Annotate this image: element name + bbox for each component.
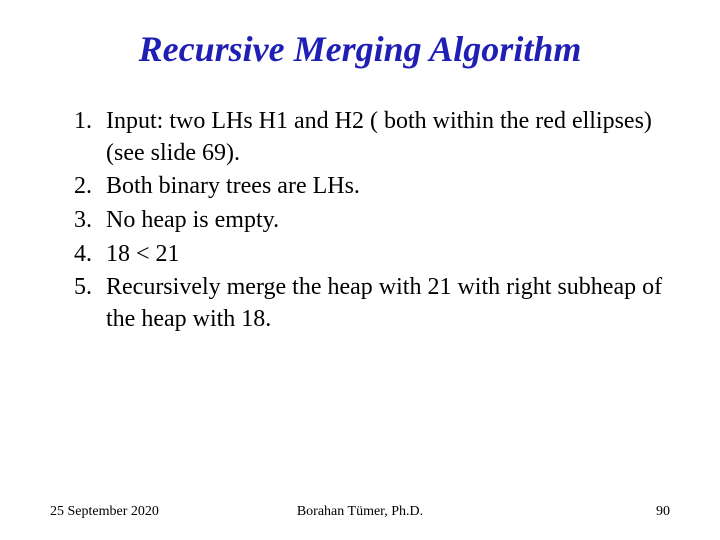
item-number: 5. [50,272,106,335]
list-item: 5. Recursively merge the heap with 21 wi… [50,272,670,335]
slide-title: Recursive Merging Algorithm [50,28,670,70]
step-list: 1. Input: two LHs H1 and H2 ( both withi… [50,106,670,336]
list-item: 2. Both binary trees are LHs. [50,171,670,203]
list-item: 1. Input: two LHs H1 and H2 ( both withi… [50,106,670,169]
item-text: No heap is empty. [106,205,670,237]
item-number: 2. [50,171,106,203]
slide: Recursive Merging Algorithm 1. Input: tw… [0,0,720,540]
item-number: 1. [50,106,106,169]
footer: 25 September 2020 Borahan Tümer, Ph.D. 9… [0,504,720,520]
item-text: Both binary trees are LHs. [106,171,670,203]
list-item: 3. No heap is empty. [50,205,670,237]
item-number: 3. [50,205,106,237]
item-number: 4. [50,239,106,271]
footer-date: 25 September 2020 [50,504,159,520]
footer-page: 90 [656,504,670,520]
item-text: 18 < 21 [106,239,670,271]
item-text: Input: two LHs H1 and H2 ( both within t… [106,106,670,169]
footer-author: Borahan Tümer, Ph.D. [297,504,423,520]
item-text: Recursively merge the heap with 21 with … [106,272,670,335]
list-item: 4. 18 < 21 [50,239,670,271]
